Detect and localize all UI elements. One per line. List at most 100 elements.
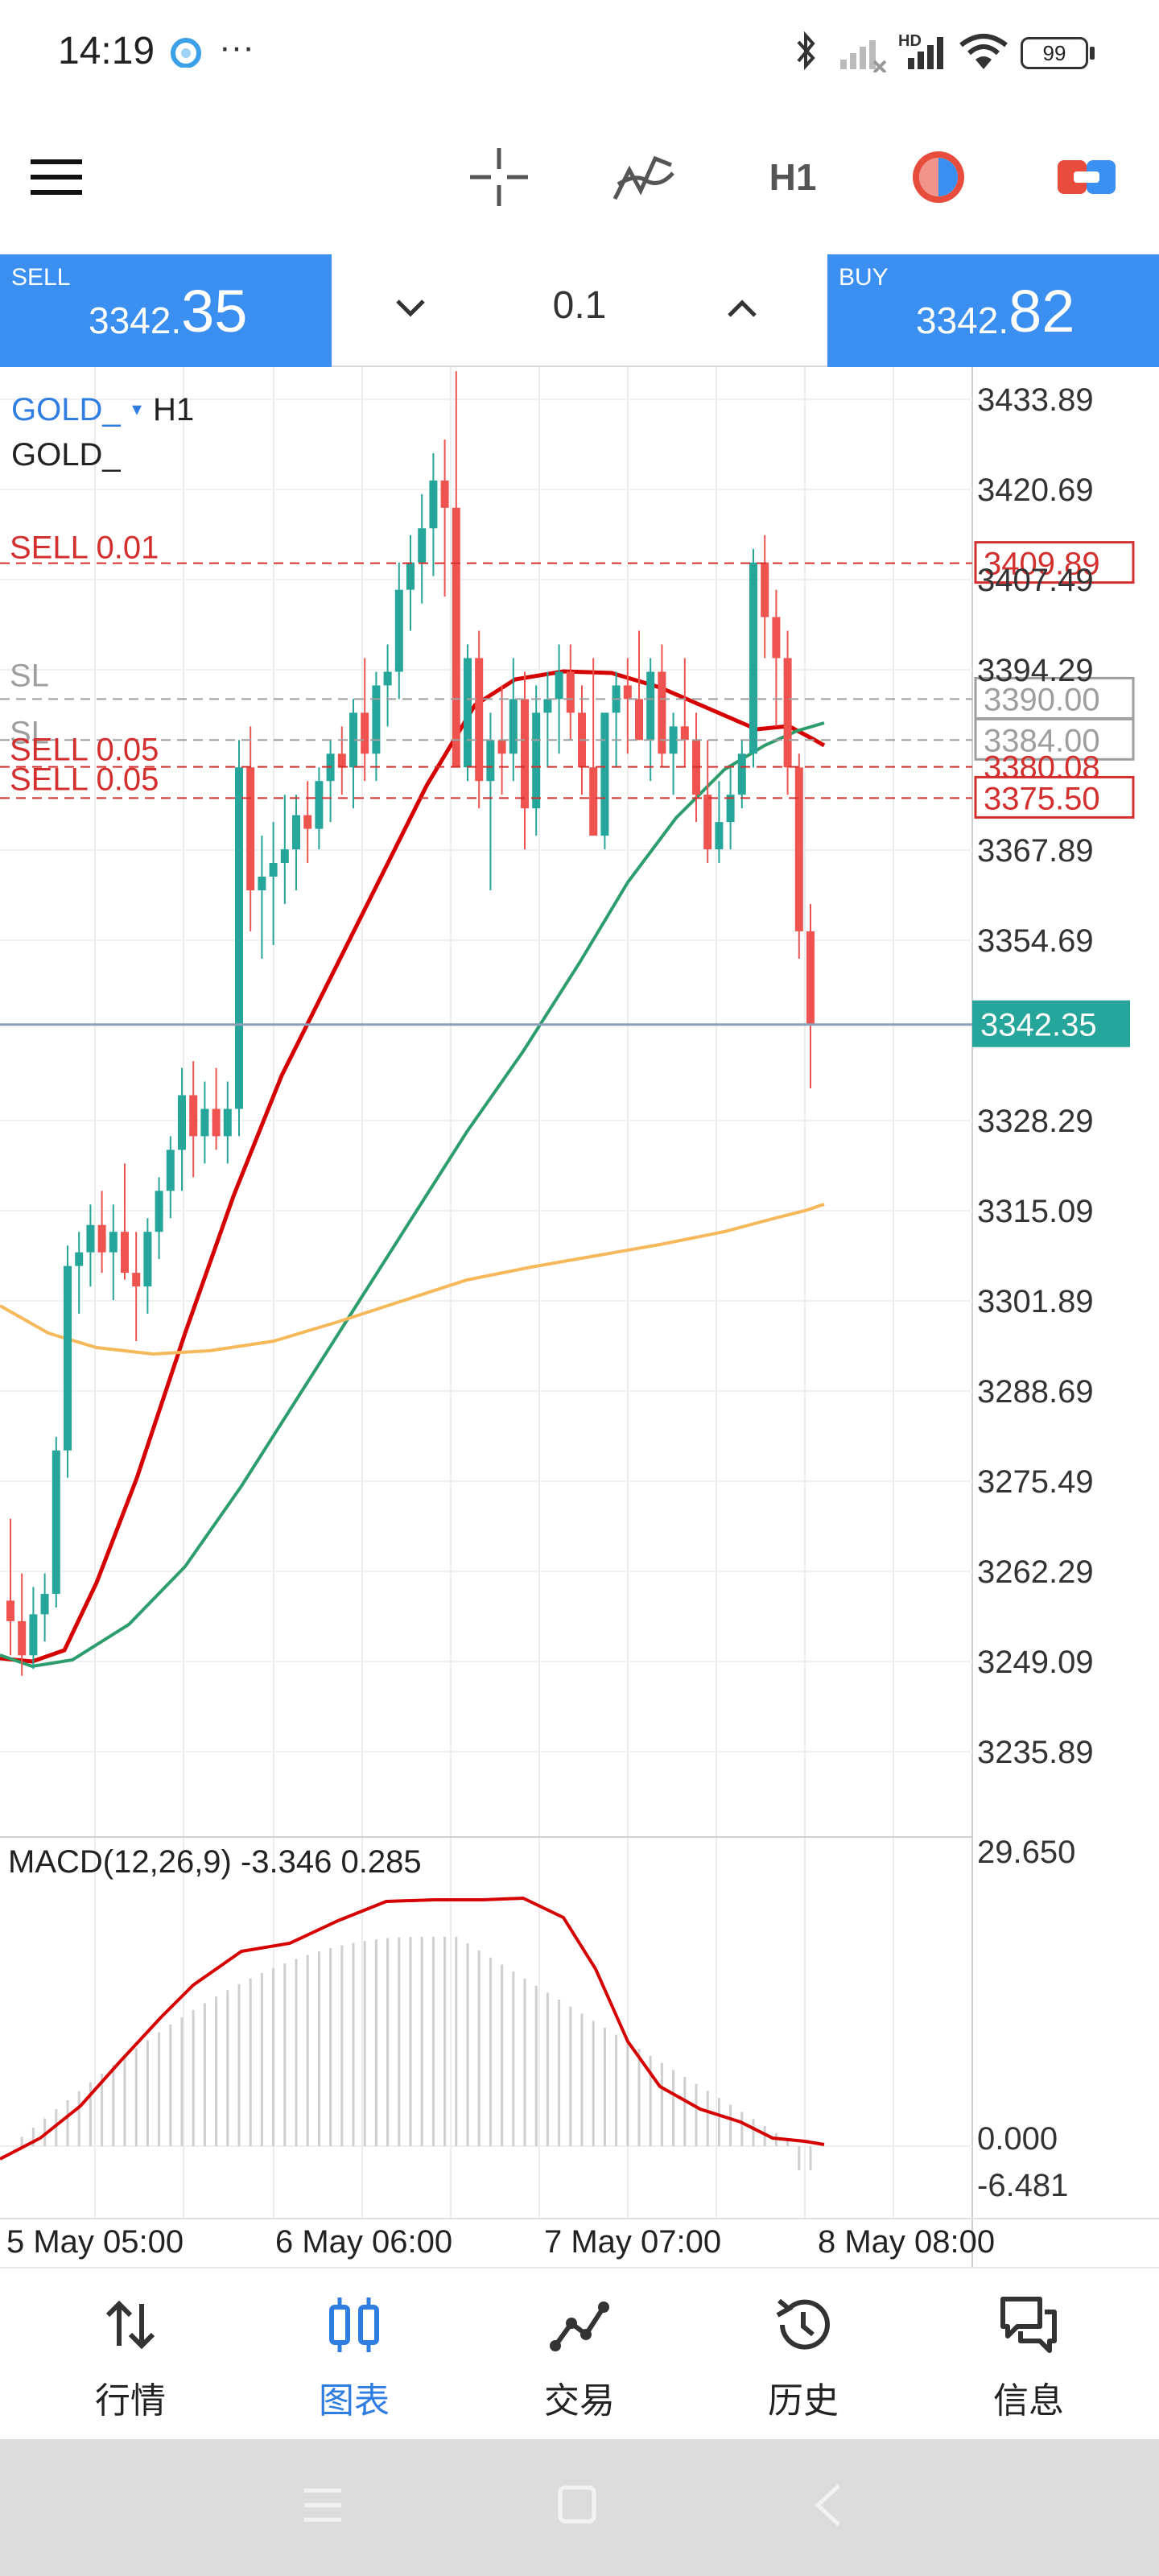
chart-canvas[interactable]: SELL 0.01 3409.89 SL 3390.00 SL 3384.00 SELL 0… bbox=[0, 367, 1159, 2267]
recent-apps-icon[interactable] bbox=[301, 2486, 344, 2526]
candle bbox=[223, 1081, 232, 1164]
new-order-button[interactable] bbox=[1046, 105, 1127, 250]
order-line-label: SL bbox=[10, 658, 49, 693]
menu-button[interactable] bbox=[16, 105, 97, 250]
macd-level-label: -6.481 bbox=[977, 2168, 1068, 2203]
candle bbox=[40, 1573, 49, 1642]
lot-value[interactable]: 0.1 bbox=[552, 284, 607, 327]
macd-subwindow: 29.650 0.000 -6.481 bbox=[0, 1835, 1075, 2203]
candle-body bbox=[361, 712, 369, 754]
price-level-label: 3315.09 bbox=[977, 1194, 1094, 1229]
sell-button[interactable]: SELL 3342.35 bbox=[0, 254, 332, 367]
nav-quotes[interactable]: 行情 bbox=[50, 2268, 211, 2441]
buy-button[interactable]: BUY 3342.82 bbox=[827, 254, 1159, 367]
nav-messages[interactable]: 信息 bbox=[948, 2268, 1109, 2441]
candle-body bbox=[600, 712, 609, 836]
candle-body bbox=[18, 1620, 27, 1656]
candle-body bbox=[109, 1232, 118, 1253]
status-time: 14:19 bbox=[58, 30, 155, 72]
candle-body bbox=[726, 795, 735, 823]
order-line-label: SL bbox=[10, 715, 49, 750]
candle-body bbox=[521, 699, 529, 809]
candle bbox=[394, 562, 403, 700]
candle bbox=[292, 795, 300, 890]
symbol-dropdown-icon[interactable]: ▾ bbox=[132, 398, 142, 420]
candle bbox=[589, 658, 598, 836]
battery-indicator: 99 bbox=[1021, 37, 1088, 69]
nav-chart[interactable]: 图表 bbox=[274, 2268, 435, 2441]
macd-level-label: 29.650 bbox=[977, 1835, 1075, 1870]
order-price-tag bbox=[974, 717, 1135, 761]
moving-averages bbox=[0, 669, 826, 1669]
candle bbox=[75, 1232, 84, 1315]
order-price-value: 3375.50 bbox=[984, 781, 1100, 816]
candle bbox=[18, 1573, 27, 1676]
time-label: 8 May 08:00 bbox=[818, 2224, 995, 2260]
candle-body bbox=[246, 767, 255, 890]
price-chart[interactable]: SELL 0.01 3409.89 SL 3390.00 SL 3384.00 SELL 0… bbox=[0, 367, 1159, 2267]
decrease-lot-button[interactable] bbox=[394, 296, 427, 320]
candle-body bbox=[121, 1232, 129, 1274]
candle bbox=[258, 836, 266, 959]
candle bbox=[486, 712, 495, 890]
candle-body bbox=[794, 767, 803, 931]
order-line-label: SELL 0.05 bbox=[10, 762, 159, 797]
order-line-label: SELL 0.01 bbox=[10, 530, 159, 566]
candle-body bbox=[212, 1108, 221, 1137]
candle-body bbox=[6, 1600, 14, 1621]
order-line-label: SELL 0.05 bbox=[10, 733, 159, 768]
candle-body bbox=[235, 767, 243, 1109]
indicators-button[interactable] bbox=[604, 105, 684, 250]
candle-body bbox=[223, 1108, 232, 1137]
home-icon[interactable] bbox=[557, 2484, 597, 2526]
ma-mid-line bbox=[0, 721, 825, 1669]
sell-price: 3342.35 bbox=[89, 278, 248, 347]
sell-price-pips: 35 bbox=[181, 278, 248, 345]
candle-body bbox=[52, 1450, 60, 1594]
candle-body bbox=[166, 1150, 175, 1191]
back-icon[interactable] bbox=[811, 2483, 843, 2528]
nav-trade[interactable]: 交易 bbox=[499, 2268, 660, 2441]
symbol-label[interactable]: GOLD_ bbox=[11, 392, 121, 427]
candle bbox=[235, 740, 243, 1137]
candle bbox=[269, 822, 278, 945]
candle-body bbox=[315, 781, 324, 829]
one-click-trading-button[interactable] bbox=[898, 105, 979, 250]
candle-body bbox=[566, 671, 575, 713]
app-notification-icon bbox=[171, 38, 201, 68]
price-level-label: 3394.29 bbox=[977, 653, 1094, 688]
order-price-value: 3409.89 bbox=[984, 547, 1100, 582]
buy-price-main: 3342. bbox=[916, 299, 1009, 341]
time-label: 7 May 07:00 bbox=[544, 2224, 721, 2260]
candle bbox=[521, 671, 529, 850]
candle-body bbox=[555, 671, 563, 700]
candle bbox=[612, 671, 621, 768]
candle-body bbox=[155, 1191, 163, 1232]
nav-history[interactable]: 历史 bbox=[723, 2268, 884, 2441]
timeframe-button[interactable]: H1 bbox=[749, 105, 837, 250]
bottom-navigation: 行情 图表 交易 历史 bbox=[0, 2267, 1159, 2439]
candle bbox=[29, 1587, 38, 1670]
candle-body bbox=[143, 1232, 152, 1287]
candle bbox=[200, 1081, 209, 1164]
bid-price-tag bbox=[972, 1000, 1130, 1047]
candle-body bbox=[509, 699, 518, 754]
candle-body bbox=[200, 1108, 209, 1137]
crosshair-button[interactable] bbox=[459, 105, 539, 250]
candle bbox=[669, 712, 678, 795]
candle-body bbox=[543, 699, 552, 713]
candle-body bbox=[97, 1224, 106, 1253]
candle-body bbox=[464, 658, 472, 768]
indicators-icon bbox=[612, 155, 674, 200]
candle-body bbox=[658, 671, 666, 754]
candle bbox=[452, 371, 460, 768]
increase-lot-button[interactable] bbox=[726, 296, 758, 320]
time-label: 5 May 05:00 bbox=[6, 2224, 184, 2260]
candle-body bbox=[646, 671, 655, 741]
candle bbox=[680, 658, 689, 768]
hamburger-menu-icon bbox=[31, 159, 82, 195]
history-icon bbox=[776, 2298, 830, 2350]
candle bbox=[372, 671, 381, 782]
signal-2-icon bbox=[908, 37, 943, 69]
nav-chart-label: 图表 bbox=[319, 2381, 390, 2421]
